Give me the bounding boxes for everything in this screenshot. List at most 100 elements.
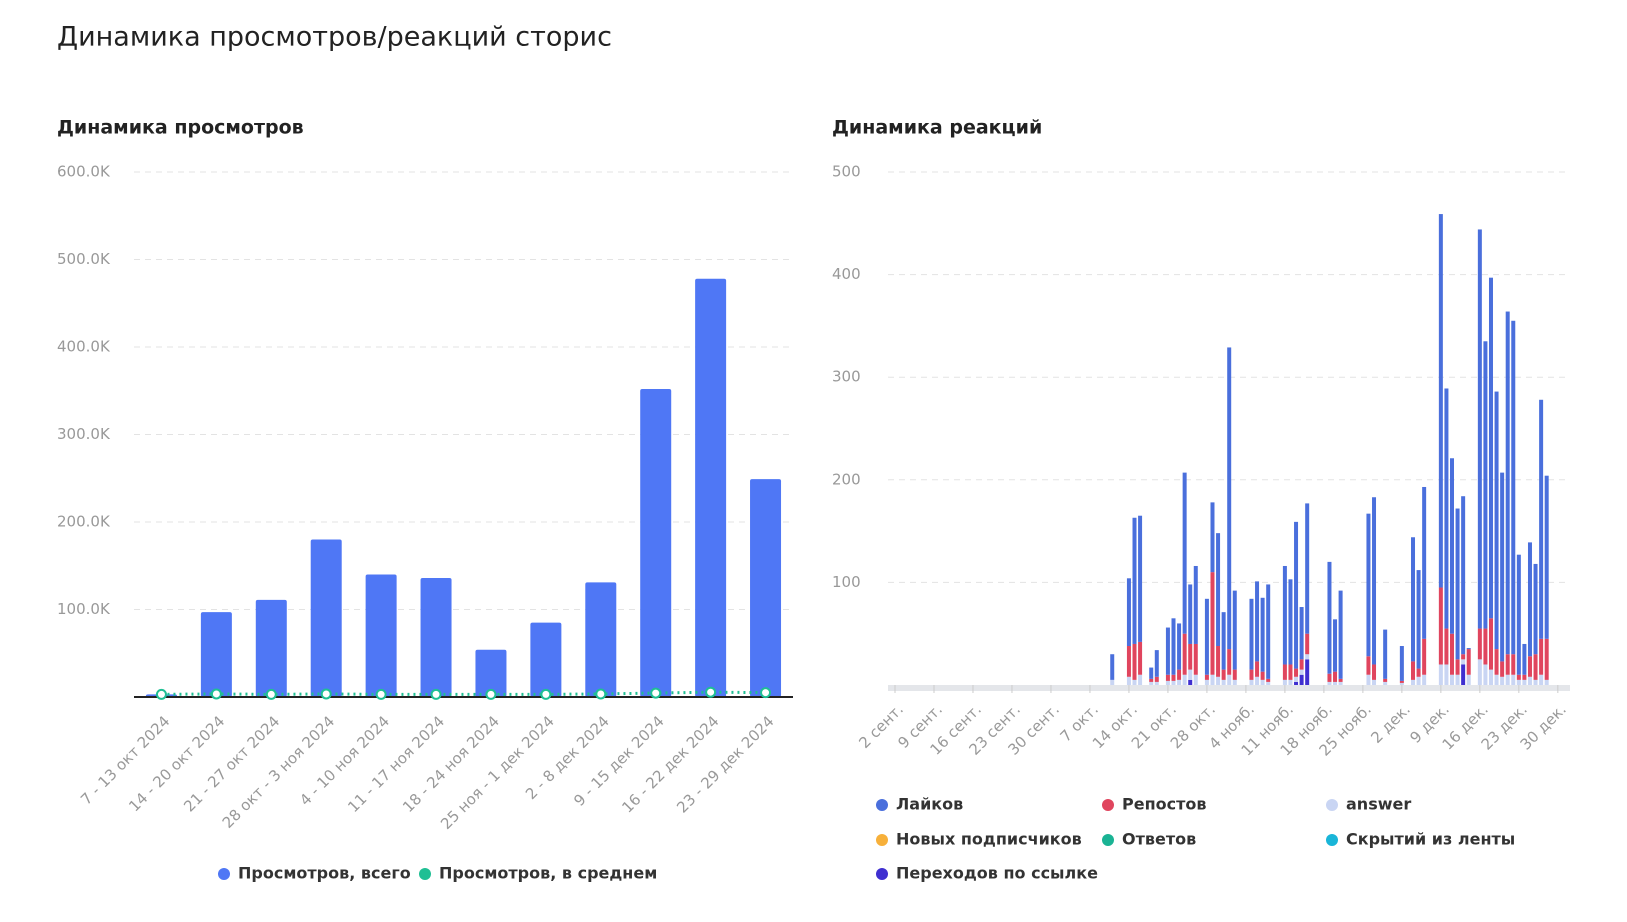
bar-segment — [1204, 674, 1209, 680]
y-tick-label: 400 — [832, 265, 861, 283]
bar-segment — [1450, 458, 1454, 634]
bar-segment — [1527, 542, 1532, 657]
bar-segment — [1522, 679, 1527, 685]
bar-segment — [1216, 676, 1221, 685]
bar-segment — [1505, 311, 1510, 655]
bar-segment — [1165, 680, 1170, 685]
bar-segment — [1466, 649, 1471, 675]
bar-segment — [1483, 664, 1488, 685]
bar-segment — [1450, 633, 1454, 675]
bar-segment — [1249, 679, 1254, 685]
bar-segment — [1188, 679, 1193, 685]
bar-segment — [1149, 667, 1154, 679]
bar-segment — [1544, 679, 1549, 685]
bar — [695, 278, 727, 697]
legend-marker — [419, 868, 431, 880]
bar — [200, 612, 232, 697]
legend-label: Лайков — [896, 795, 963, 814]
bar-segment — [1154, 681, 1159, 685]
bar-segment — [1438, 214, 1443, 588]
bar-segment — [1455, 508, 1460, 660]
x-tick-label: 16 - 22 дек 2024 — [618, 712, 722, 816]
bar-segment — [1232, 679, 1237, 685]
bar-segment — [1494, 391, 1499, 650]
bar-segment — [1411, 537, 1416, 662]
y-tick-label: 300.0K — [57, 425, 111, 443]
bar-segment — [1210, 674, 1215, 685]
bar-segment — [1294, 668, 1299, 677]
bar-segment — [1282, 565, 1287, 665]
line-point — [265, 688, 277, 700]
x-tick-label: 2 дек. — [1367, 700, 1413, 746]
bar-segment — [1416, 676, 1421, 685]
x-tick-label: 21 - 27 окт 2024 — [180, 712, 283, 815]
bar-segment — [1416, 570, 1421, 669]
bar-segment — [1138, 674, 1143, 685]
bar-segment — [1366, 656, 1371, 675]
bar-segment — [1177, 623, 1182, 670]
bar-segment — [1383, 629, 1388, 679]
bar-segment — [1533, 679, 1538, 685]
bar — [475, 649, 507, 697]
chart-title: Динамика просмотров — [57, 117, 304, 139]
bar-segment — [1516, 674, 1521, 680]
bar-segment — [1461, 659, 1466, 665]
bar-segment — [1516, 554, 1521, 675]
bar-segment — [1422, 486, 1427, 639]
bar-segment — [1527, 656, 1532, 677]
bar — [530, 622, 562, 697]
line-point — [430, 688, 442, 700]
bar-segment — [1294, 521, 1299, 669]
bar-segment — [1527, 676, 1532, 685]
y-tick-label: 300 — [832, 368, 861, 386]
legend-label: Просмотров, всего — [238, 864, 411, 883]
bar-segment — [1539, 638, 1544, 675]
bar-segment — [1422, 638, 1427, 675]
bar-segment — [1444, 388, 1449, 629]
y-tick-label: 500 — [832, 163, 861, 181]
x-tick-label: 18 - 24 ноя 2024 — [399, 712, 503, 816]
bar-segment — [1255, 676, 1260, 685]
bar-segment — [1288, 679, 1293, 685]
bar-segment — [1488, 618, 1493, 670]
bar-segment — [1232, 669, 1237, 680]
bar-segment — [1182, 674, 1187, 685]
legend-marker — [1102, 834, 1114, 846]
bar-segment — [1154, 676, 1159, 682]
bar-segment — [1221, 612, 1226, 670]
line-point — [760, 687, 772, 699]
bar-segment — [1165, 627, 1170, 675]
bar-segment — [1171, 680, 1176, 685]
bar-segment — [1138, 515, 1143, 642]
bar-segment — [1333, 619, 1338, 672]
bar-segment — [1299, 674, 1304, 685]
bar-segment — [1544, 638, 1549, 680]
bar-segment — [1249, 669, 1254, 680]
bar-segment — [1399, 680, 1404, 683]
legend-marker — [218, 868, 230, 880]
bar-segment — [1193, 643, 1198, 675]
bar-segment — [1110, 654, 1115, 680]
bar-segment — [1110, 679, 1115, 685]
y-tick-label: 200 — [832, 470, 861, 488]
bar-segment — [1450, 674, 1454, 685]
legend-marker — [876, 834, 888, 846]
bar-segment — [1383, 678, 1388, 682]
y-tick-label: 600.0K — [57, 163, 111, 181]
bar-segment — [1399, 682, 1404, 685]
bar-segment — [1204, 598, 1209, 675]
bar-segment — [1138, 641, 1143, 675]
bar-segment — [1372, 679, 1377, 685]
bar-segment — [1288, 579, 1293, 665]
bar — [420, 578, 452, 697]
bar-segment — [1132, 517, 1137, 644]
bar-segment — [1511, 320, 1516, 655]
bar-segment — [1533, 563, 1538, 655]
bar-segment — [1282, 679, 1287, 685]
line — [161, 690, 766, 696]
bar-segment — [1494, 674, 1499, 685]
bar-segment — [1511, 654, 1516, 675]
y-tick-label: 400.0K — [57, 338, 111, 356]
bar-segment — [1505, 654, 1510, 675]
